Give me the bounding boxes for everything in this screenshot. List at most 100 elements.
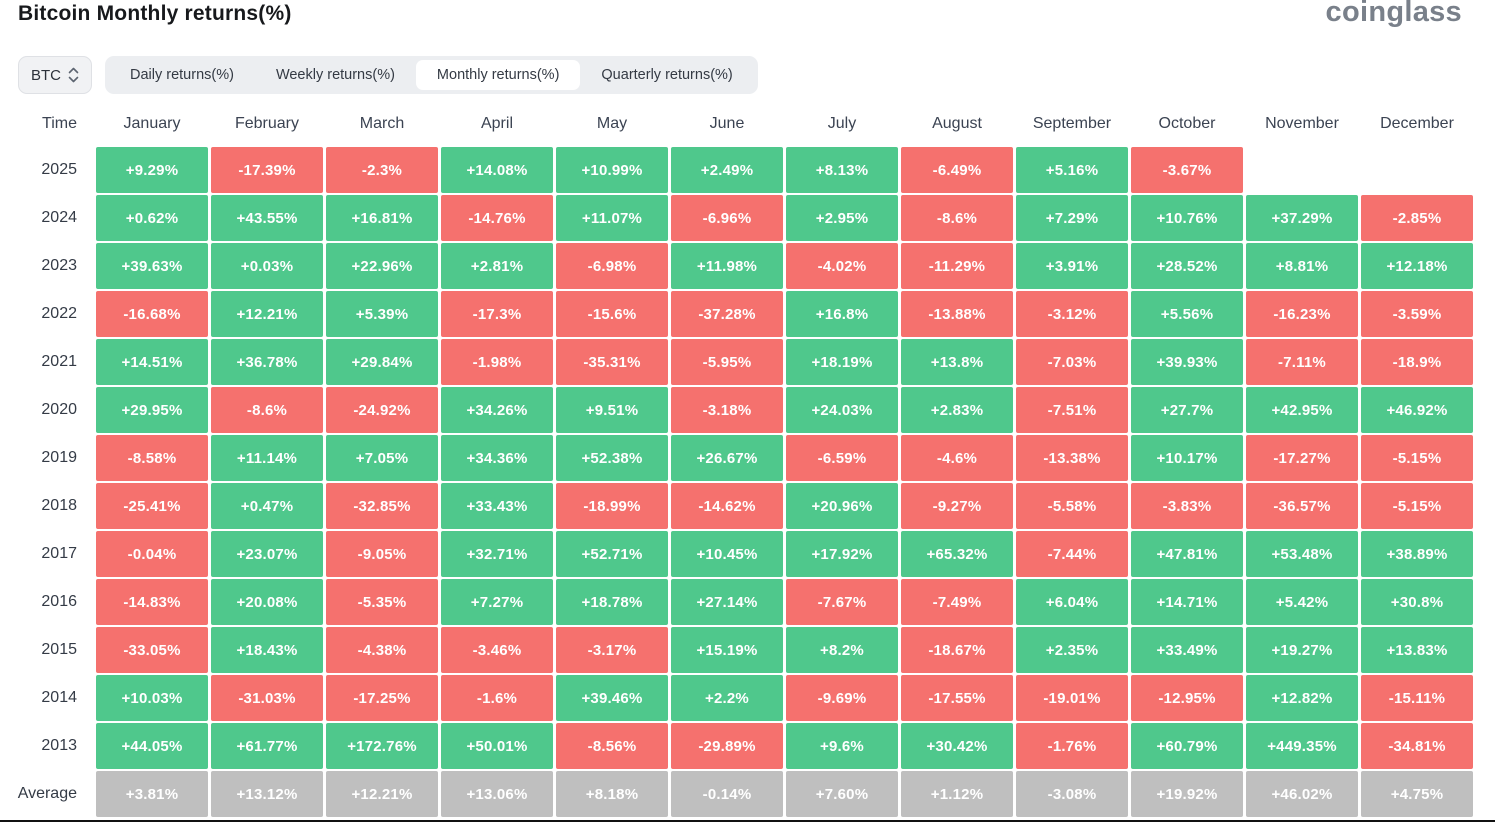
return-cell: +3.91% (1016, 243, 1128, 289)
return-cell: -25.41% (96, 483, 208, 529)
return-cell: -3.18% (671, 387, 783, 433)
return-cell: -36.57% (1246, 483, 1358, 529)
return-cell: -8.6% (211, 387, 323, 433)
return-cell: +27.7% (1131, 387, 1243, 433)
return-cell: +7.29% (1016, 195, 1128, 241)
return-cell: -7.03% (1016, 339, 1128, 385)
column-header-february: February (234, 114, 300, 132)
column-header-july: July (827, 114, 857, 132)
return-cell: -3.46% (441, 627, 553, 673)
return-cell: +8.2% (786, 627, 898, 673)
return-cell: -17.25% (326, 675, 438, 721)
return-cell: -3.17% (556, 627, 668, 673)
return-cell: +2.49% (671, 147, 783, 193)
return-cell (1361, 147, 1473, 193)
return-cell: +16.8% (786, 291, 898, 337)
return-cell: -0.04% (96, 531, 208, 577)
return-cell: -1.76% (1016, 723, 1128, 769)
symbol-select-value: BTC (31, 66, 61, 84)
return-cell: +38.89% (1361, 531, 1473, 577)
return-cell: +46.92% (1361, 387, 1473, 433)
return-cell: +5.16% (1016, 147, 1128, 193)
return-cell: -2.3% (326, 147, 438, 193)
return-cell: +18.43% (211, 627, 323, 673)
bottom-border (0, 820, 1495, 822)
return-cell: -6.49% (901, 147, 1013, 193)
return-cell: -5.15% (1361, 435, 1473, 481)
return-cell: +61.77% (211, 723, 323, 769)
return-cell: +32.71% (441, 531, 553, 577)
return-cell: -5.95% (671, 339, 783, 385)
return-cell: +18.78% (556, 579, 668, 625)
return-cell: +19.92% (1131, 771, 1243, 817)
column-header-june: June (709, 114, 745, 132)
tab-quarterly-returns[interactable]: Quarterly returns(%) (601, 67, 733, 83)
return-cell: +9.51% (556, 387, 668, 433)
return-cell: -7.11% (1246, 339, 1358, 385)
return-cell: -2.85% (1361, 195, 1473, 241)
return-cell: -19.01% (1016, 675, 1128, 721)
return-cell: +28.52% (1131, 243, 1243, 289)
table-row-average: Average +3.81% +13.12% +12.21% +13.06% +8.18%… (0, 771, 1495, 817)
return-cell: -11.29% (901, 243, 1013, 289)
return-cell: +3.81% (96, 771, 208, 817)
row-label: Average (17, 785, 77, 802)
return-cell: +9.29% (96, 147, 208, 193)
return-cell: +43.55% (211, 195, 323, 241)
return-cell: +20.96% (786, 483, 898, 529)
return-cell: +12.21% (211, 291, 323, 337)
return-cell: -3.83% (1131, 483, 1243, 529)
table-body: 2025 +9.29% -17.39% -2.3% +14.08% +10.99% +2.4… (0, 147, 1495, 817)
return-cell: +0.03% (211, 243, 323, 289)
row-label: 2025 (41, 161, 77, 178)
return-cell: -5.15% (1361, 483, 1473, 529)
return-cell: +52.71% (556, 531, 668, 577)
return-cell: +12.82% (1246, 675, 1358, 721)
return-cell: -18.9% (1361, 339, 1473, 385)
return-cell: +53.48% (1246, 531, 1358, 577)
return-cell: +11.07% (556, 195, 668, 241)
tab-daily-returns[interactable]: Daily returns(%) (130, 67, 234, 83)
coinglass-logo: coinglass (1325, 0, 1462, 28)
row-label: 2016 (41, 593, 77, 610)
table-row-2020: 2020 +29.95% -8.6% -24.92% +34.26% +9.51% -3.1… (0, 387, 1495, 433)
table-row-2018: 2018 -25.41% +0.47% -32.85% +33.43% -18.99% -1… (0, 483, 1495, 529)
column-header-december: December (1380, 114, 1454, 132)
return-cell: +30.8% (1361, 579, 1473, 625)
return-cell: -7.49% (901, 579, 1013, 625)
return-cell: +22.96% (326, 243, 438, 289)
table-row-2024: 2024 +0.62% +43.55% +16.81% -14.76% +11.07% -6… (0, 195, 1495, 241)
table-row-2022: 2022 -16.68% +12.21% +5.39% -17.3% -15.6% -37.… (0, 291, 1495, 337)
return-cell: +27.14% (671, 579, 783, 625)
return-cell: -7.67% (786, 579, 898, 625)
time-column-header: Time (42, 114, 77, 132)
return-cell: +26.67% (671, 435, 783, 481)
return-cell: -12.95% (1131, 675, 1243, 721)
returns-tab-bar: Daily returns(%) Weekly returns(%) Monthly… (105, 56, 758, 94)
return-cell: -6.59% (786, 435, 898, 481)
updown-chevron-icon (68, 67, 79, 83)
return-cell: -14.76% (441, 195, 553, 241)
return-cell: +15.19% (671, 627, 783, 673)
return-cell: +13.8% (901, 339, 1013, 385)
return-cell: +24.03% (786, 387, 898, 433)
symbol-select[interactable]: BTC (18, 56, 92, 94)
tab-monthly-returns[interactable]: Monthly returns(%) (415, 60, 581, 90)
return-cell: -17.3% (441, 291, 553, 337)
return-cell: +65.32% (901, 531, 1013, 577)
return-cell: +44.05% (96, 723, 208, 769)
return-cell: -8.6% (901, 195, 1013, 241)
return-cell: +60.79% (1131, 723, 1243, 769)
return-cell: +8.81% (1246, 243, 1358, 289)
table-row-2025: 2025 +9.29% -17.39% -2.3% +14.08% +10.99% +2.4… (0, 147, 1495, 193)
return-cell: -3.59% (1361, 291, 1473, 337)
return-cell: +34.36% (441, 435, 553, 481)
return-cell: -4.02% (786, 243, 898, 289)
return-cell: +2.35% (1016, 627, 1128, 673)
tab-weekly-returns[interactable]: Weekly returns(%) (275, 67, 395, 83)
return-cell: -3.08% (1016, 771, 1128, 817)
return-cell: -13.88% (901, 291, 1013, 337)
return-cell: -16.68% (96, 291, 208, 337)
return-cell: -7.44% (1016, 531, 1128, 577)
return-cell: +5.56% (1131, 291, 1243, 337)
